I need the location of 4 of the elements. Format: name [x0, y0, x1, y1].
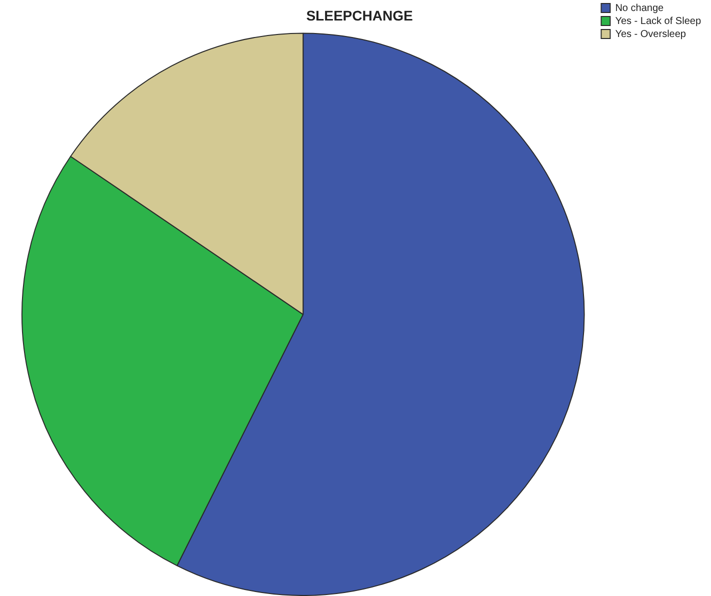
legend-label: No change — [615, 2, 664, 14]
chart-title: SLEEPCHANGE — [306, 7, 413, 24]
legend-label: Yes - Oversleep — [615, 28, 686, 40]
legend-label: Yes - Lack of Sleep — [615, 16, 702, 27]
